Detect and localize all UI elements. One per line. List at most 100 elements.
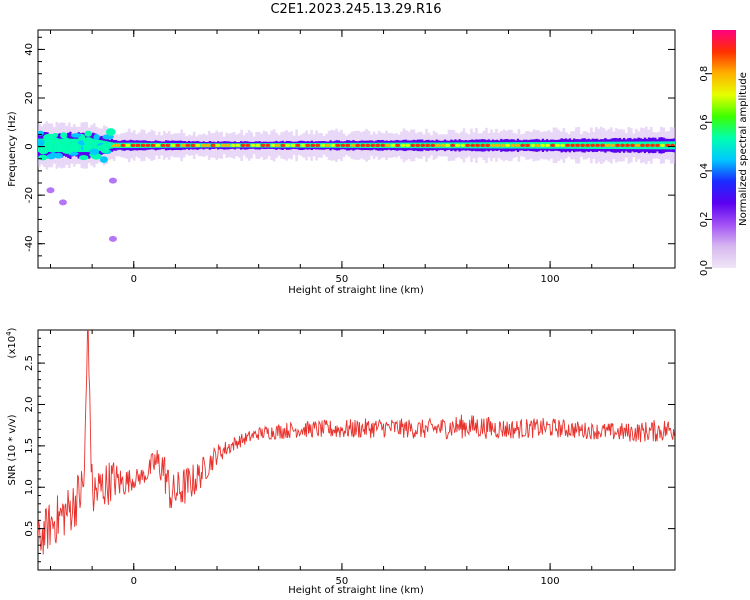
spectrogram-peak — [540, 143, 545, 147]
spectrogram-peak — [250, 143, 256, 147]
spectrogram-peak — [160, 143, 166, 147]
spectrogram-peak — [610, 143, 615, 147]
spectrogram-core — [67, 138, 70, 153]
snr-scale-close: ) — [7, 327, 18, 331]
spectrogram-speckle — [105, 128, 116, 136]
spectrogram-core — [60, 138, 64, 153]
spectrogram-speckle — [100, 147, 110, 154]
spectrogram-speckle — [99, 156, 108, 163]
spectrogram-peak — [465, 143, 470, 147]
spectrogram-core — [69, 138, 72, 153]
spectrogram-peak — [140, 143, 146, 147]
spectrogram-speckle — [44, 139, 54, 147]
spectrogram-peak — [445, 143, 450, 147]
spectrogram-peak — [505, 143, 510, 147]
spectrogram-core — [493, 142, 497, 149]
spectrogram-peak — [355, 143, 361, 147]
spectrogram-y-tick-label: 20 — [24, 92, 35, 105]
spectrogram-core — [194, 143, 197, 148]
spectrogram-peak — [200, 143, 206, 147]
spectrogram-peak — [365, 143, 371, 147]
spectrogram-peak — [620, 143, 625, 147]
spectrogram-y-tick-label: 40 — [24, 43, 35, 56]
svg-text:(x104): (x104) — [5, 327, 18, 358]
spectrogram-peak — [335, 143, 341, 147]
spectrogram-peak — [225, 143, 231, 147]
spectrogram-speckle — [60, 132, 68, 139]
spectrogram-x-tick-label: 50 — [336, 274, 349, 285]
spectrogram-peak — [295, 143, 301, 147]
spectrogram-y-tick-label: -20 — [24, 187, 35, 203]
spectrogram-speckle — [79, 154, 89, 161]
spectrogram-core — [75, 138, 78, 153]
spectrogram-peak — [525, 143, 530, 147]
spectrogram-peak — [640, 143, 645, 147]
spectrogram-core — [344, 142, 347, 148]
spectrogram-blob — [58, 199, 67, 206]
spectrogram-peak — [175, 143, 181, 147]
spectrogram-peak — [150, 143, 156, 147]
spectrogram-core — [71, 138, 74, 153]
spectrogram-peak — [370, 143, 376, 147]
spectrogram-peak — [385, 143, 391, 147]
spectrogram-peak — [145, 143, 151, 147]
spectrogram-peak — [450, 143, 455, 147]
spectrogram-peak — [420, 143, 425, 147]
spectrogram-peak — [170, 143, 176, 147]
spectrogram-speckle — [52, 133, 59, 138]
spectrogram-core — [468, 142, 472, 149]
spectrogram-core — [443, 142, 447, 149]
spectrogram-peak — [220, 143, 226, 147]
spectrogram-core — [62, 138, 66, 153]
spectrogram-core — [219, 143, 222, 148]
spectrogram-peak — [270, 143, 276, 147]
spectrogram-peak — [635, 143, 640, 147]
spectrogram-core — [77, 138, 80, 153]
spectrogram-speckle — [62, 149, 73, 154]
spectrogram-x-tick-label: 100 — [541, 274, 560, 285]
spectrogram-peak — [650, 143, 655, 147]
colorbar: 0.0 0.2 0.4 0.6 0.8 Normalized spectral ampl… — [699, 30, 749, 276]
spectrogram-peak — [495, 143, 500, 147]
spectrogram-peak — [555, 143, 560, 147]
spectrogram-peak — [215, 143, 221, 147]
colorbar-tick-label: 0.2 — [699, 211, 710, 227]
spectrogram-core — [543, 142, 547, 149]
chart-title: C2E1.2023.245.13.29.R16 — [270, 2, 442, 17]
spectrogram-peak — [235, 143, 241, 147]
spectrogram-peak — [290, 143, 296, 147]
spectrogram-peak — [520, 143, 525, 147]
snr-x-tick-label: 100 — [541, 576, 560, 587]
spectrogram-peak — [350, 143, 356, 147]
spectrogram-peak — [340, 143, 346, 147]
spectrogram-peak — [405, 143, 411, 147]
spectrogram-peak — [535, 143, 540, 147]
spectrogram-core — [144, 142, 147, 148]
spectrogram-speckle — [38, 154, 48, 161]
spectrogram-peak — [120, 143, 126, 147]
spectrogram-peak — [125, 143, 131, 147]
spectrogram-core — [593, 141, 597, 149]
spectrogram-peak — [195, 143, 201, 147]
spectrogram-peak — [410, 143, 416, 147]
colorbar-tick-label: 0.0 — [699, 260, 710, 276]
snr-scale-exponent: 4 — [5, 331, 13, 336]
snr-x-tick-label: 0 — [131, 576, 137, 587]
snr-y-tick-label: 2.5 — [24, 355, 35, 371]
spectrogram-peak — [205, 143, 211, 147]
colorbar-tick-label: 0.8 — [699, 66, 710, 82]
spectrogram-peak — [615, 143, 620, 147]
spectrogram-peak — [580, 143, 585, 147]
spectrogram-core — [418, 142, 422, 149]
spectrogram-core — [58, 138, 62, 153]
spectrogram-speckle — [84, 130, 92, 137]
spectrogram-peak — [425, 143, 430, 147]
spectrogram-blob — [108, 177, 117, 184]
spectrogram-peak — [285, 143, 291, 147]
spectrogram-speckle — [38, 139, 45, 146]
spectrogram-peak — [395, 143, 401, 147]
spectrogram-peak — [565, 143, 570, 147]
spectrogram-peak — [180, 143, 186, 147]
spectrogram-peak — [590, 143, 595, 147]
spectrogram-peak — [165, 143, 171, 147]
